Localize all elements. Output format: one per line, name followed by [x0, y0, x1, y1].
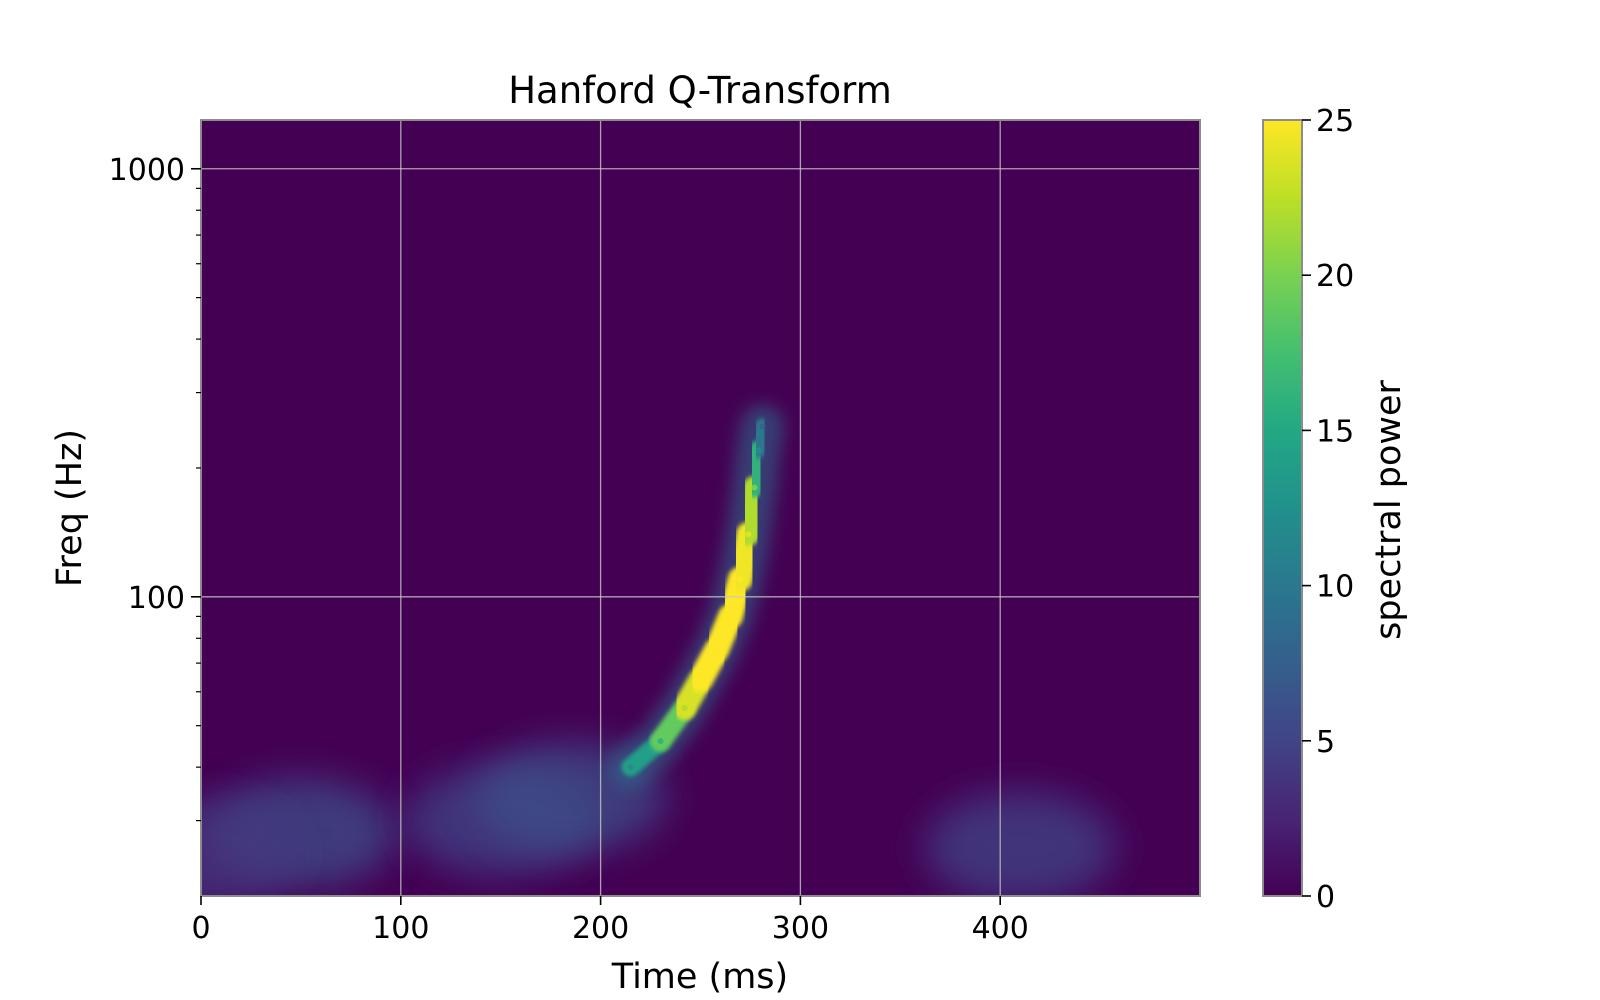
- x-tick-label: 200: [572, 911, 629, 946]
- colorbar-tick-label: 15: [1316, 414, 1354, 449]
- x-tick-label: 300: [772, 911, 829, 946]
- noise-blob: [925, 792, 1116, 896]
- grid-lines: [201, 120, 1200, 896]
- colorbar-ticks: 0 5 10 15 20 25: [1302, 104, 1354, 915]
- heatmap-background: [201, 120, 1200, 896]
- chirp-point: [759, 423, 766, 430]
- colorbar-tick-label: 10: [1316, 570, 1354, 605]
- colorbar: 0 5 10 15 20 25: [1262, 104, 1354, 915]
- chirp-point: [745, 531, 752, 538]
- heatmap-layer: [201, 404, 1116, 896]
- chart-title: Hanford Q-Transform: [508, 69, 892, 112]
- chirp-point: [751, 484, 758, 491]
- chirp-point: [697, 676, 704, 683]
- chirp-point: [755, 447, 762, 454]
- colorbar-tick-label: 5: [1316, 725, 1335, 760]
- noise-blob: [201, 799, 296, 896]
- plot-frame: [200, 119, 1201, 897]
- colorbar-tick-label: 20: [1316, 259, 1354, 294]
- y-tick-label: 1000: [109, 153, 185, 188]
- chirp-point: [657, 738, 664, 745]
- x-tick-label: 400: [972, 911, 1029, 946]
- x-axis: 0 100 200 300 400: [191, 896, 1029, 946]
- x-tick-label: 100: [372, 911, 429, 946]
- x-axis-label: Time (ms): [611, 957, 788, 997]
- colorbar-tick-label: 25: [1316, 104, 1354, 139]
- heatmap-plot: [200, 119, 1201, 897]
- y-axis: 100 1000: [109, 153, 201, 822]
- chirp-point: [681, 704, 688, 711]
- y-axis-label: Freq (Hz): [50, 429, 90, 587]
- chirp-point: [713, 647, 720, 654]
- colorbar-tick-label: 0: [1316, 880, 1335, 915]
- chirp-segment: [750, 418, 771, 459]
- colorbar-gradient: [1262, 119, 1303, 897]
- x-tick-label: 0: [191, 911, 210, 946]
- chirp-point: [737, 576, 744, 583]
- colorbar-label: spectral power: [1369, 379, 1409, 639]
- y-tick-label: 100: [128, 581, 185, 616]
- chirp-point: [727, 613, 734, 620]
- chirp-point: [627, 764, 634, 771]
